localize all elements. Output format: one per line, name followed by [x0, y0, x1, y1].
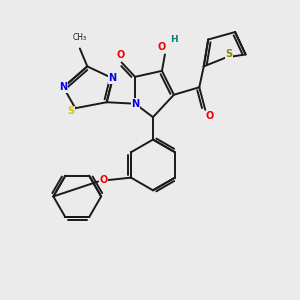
Text: S: S — [226, 49, 233, 59]
Text: O: O — [99, 175, 107, 185]
Text: O: O — [158, 42, 166, 52]
Text: S: S — [67, 106, 74, 116]
Text: O: O — [206, 111, 214, 121]
Text: H: H — [170, 35, 178, 44]
Text: N: N — [59, 82, 68, 92]
Text: O: O — [116, 50, 124, 60]
Text: N: N — [131, 99, 139, 109]
Text: CH₃: CH₃ — [73, 33, 87, 42]
Text: N: N — [109, 73, 117, 83]
